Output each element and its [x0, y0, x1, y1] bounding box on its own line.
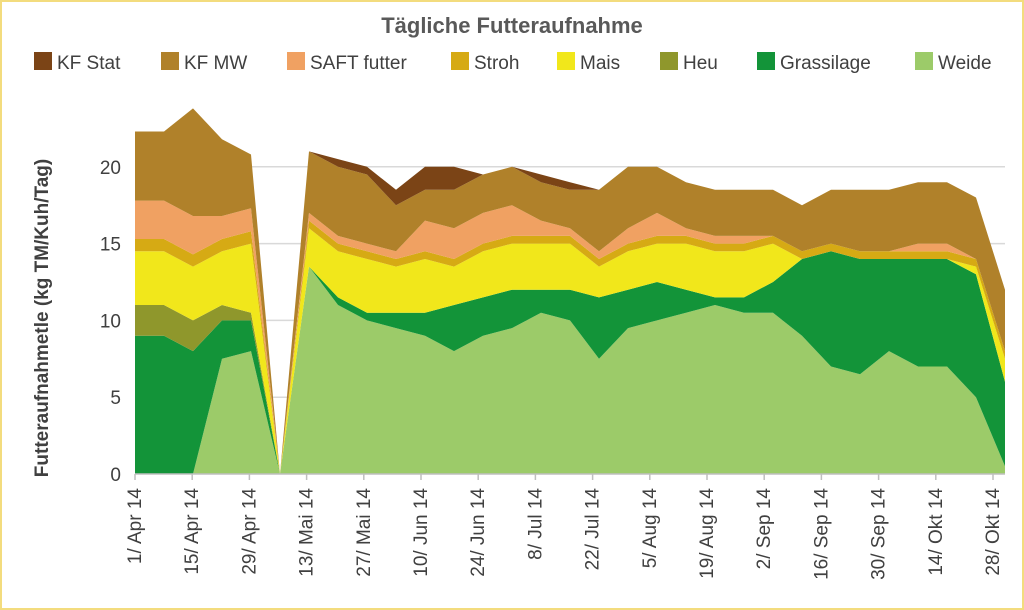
series-area-weide [135, 266, 1005, 474]
y-tick-label: 5 [110, 388, 121, 409]
legend-label-kf-mw: KF MW [184, 53, 247, 74]
legend-swatch-weide [915, 52, 933, 70]
x-tick-label: 10/ Jun 14 [411, 488, 432, 577]
x-tick-label: 2/ Sep 14 [754, 488, 775, 570]
series-area-saft-futter [135, 200, 1005, 474]
x-tick-label: 29/ Apr 14 [239, 488, 260, 575]
legend-swatch-mais [557, 52, 575, 70]
legend-label-heu: Heu [683, 53, 718, 74]
legend-label-weide: Weide [938, 53, 992, 74]
x-tick-label: 5/ Aug 14 [640, 488, 661, 569]
x-tick-label: 14/ Okt 14 [926, 488, 947, 576]
series-area-mais [135, 228, 1005, 474]
y-tick-label: 20 [100, 158, 121, 179]
legend-swatch-stroh [451, 52, 469, 70]
x-tick-label: 16/ Sep 14 [811, 488, 832, 580]
legend-label-kf-stat: KF Stat [57, 53, 121, 74]
y-tick-label: 0 [110, 465, 121, 486]
legend-label-saft-futter: SAFT futter [310, 53, 407, 74]
legend-swatch-grassilage [757, 52, 775, 70]
x-tick-label: 27/ Mai 14 [354, 488, 375, 577]
series-area-kf-mw [135, 108, 1005, 475]
legend-label-mais: Mais [580, 53, 620, 74]
x-tick-label: 8/ Jul 14 [525, 488, 546, 560]
x-tick-label: 13/ Mai 14 [297, 488, 318, 577]
x-tick-label: 1/ Apr 14 [125, 488, 146, 564]
x-tick-label: 24/ Jun 14 [468, 488, 489, 577]
legend-swatch-kf-mw [161, 52, 179, 70]
axes: 0 5 10 15 20 1/ Apr 14 15/ Apr 14 29/ Apr 14 13/… [100, 158, 1005, 580]
series-area-stroh [135, 220, 1005, 474]
legend-label-grassilage: Grassilage [780, 53, 871, 74]
legend-swatch-saft-futter [287, 52, 305, 70]
x-tick-label: 22/ Jul 14 [583, 488, 604, 571]
y-axis-label: Futteraufnahmetle (kg TM/Kuh/Tag) [32, 159, 53, 477]
legend-swatch-heu [660, 52, 678, 70]
y-tick-label: 10 [100, 311, 121, 332]
legend: KF Stat KF MW SAFT futter Stroh Mais Heu Grass… [34, 52, 992, 74]
chart-title: Tägliche Futteraufnahme [381, 13, 643, 38]
x-tick-label: 30/ Sep 14 [869, 488, 890, 580]
series-area-grassilage [135, 251, 1005, 474]
x-tick-label: 15/ Apr 14 [182, 488, 203, 575]
y-tick-label: 15 [100, 235, 121, 256]
legend-label-stroh: Stroh [474, 53, 519, 74]
x-tick-label: 28/ Okt 14 [983, 488, 1004, 576]
x-tick-label: 19/ Aug 14 [697, 488, 718, 579]
series-areas [135, 108, 1005, 475]
legend-swatch-kf-stat [34, 52, 52, 70]
